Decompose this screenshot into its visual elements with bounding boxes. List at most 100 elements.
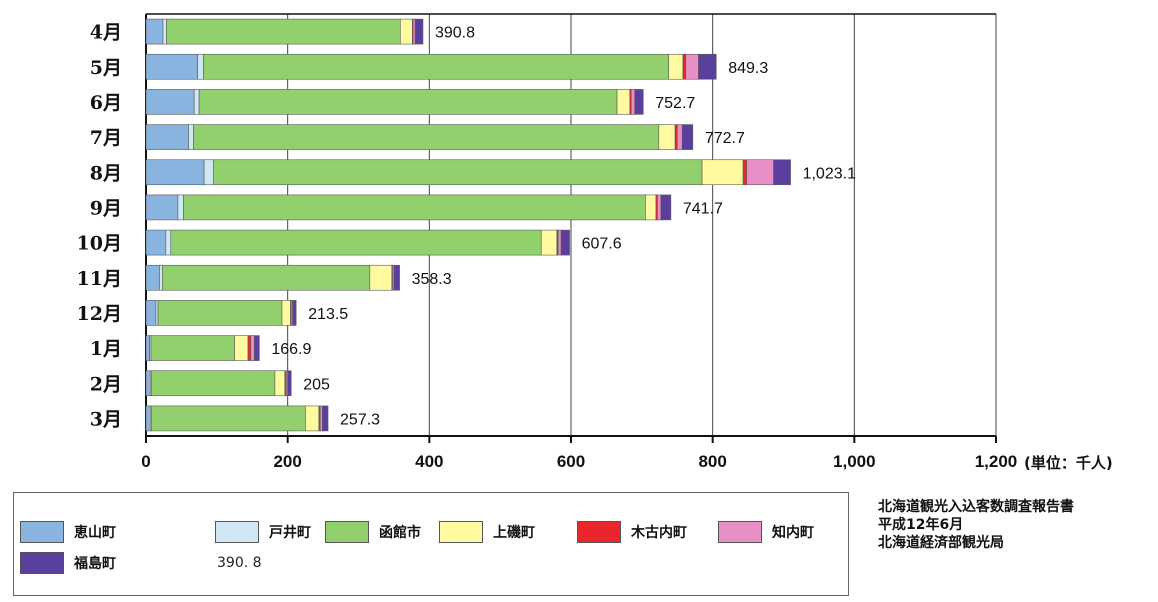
x-tick-label: 800 <box>698 452 726 471</box>
x-axis-ticks: 0 200 400 600 800 1,000 1,200 <box>141 436 1017 471</box>
legend-label: 恵山町 <box>74 525 116 541</box>
legend-item: 木古内町 <box>577 520 687 544</box>
total-label: 358.3 <box>412 271 452 288</box>
legend-swatch <box>325 521 369 543</box>
bar-segment <box>145 194 179 221</box>
bar-segment <box>193 89 200 115</box>
total-label: 205 <box>303 376 330 393</box>
legend: 恵山町 戸井町 函館市 上磯町 木古内町 知内町 福島町 390. 8 <box>13 492 849 596</box>
bars <box>145 18 791 432</box>
gridlines <box>145 13 997 436</box>
total-label: 257.3 <box>340 411 380 428</box>
bar-segment <box>412 18 416 45</box>
source-note: 北海道観光入込客数調査報告書 平成12年6月 北海道経済部観光局 <box>878 498 1074 552</box>
x-tick-label: 400 <box>415 452 443 471</box>
bar-segment <box>322 405 329 432</box>
bar-segment <box>161 264 371 291</box>
bar-segment <box>540 229 558 256</box>
month-label: 2月 <box>90 373 122 395</box>
bar-segment <box>287 370 292 397</box>
bar-segment <box>203 53 670 80</box>
legend-label: 福島町 <box>74 556 116 572</box>
legend-swatch <box>577 521 621 543</box>
bar-segment <box>145 264 160 291</box>
bar-segment <box>274 370 286 397</box>
total-label: 741.7 <box>683 200 723 217</box>
bar-segment <box>150 335 235 361</box>
legend-label: 戸井町 <box>269 525 311 541</box>
bar-segment <box>145 159 205 186</box>
bar-segment <box>188 124 194 150</box>
total-label: 849.3 <box>728 60 768 77</box>
bar-segment <box>145 124 189 150</box>
source-line-2: 平成12年6月 <box>878 517 964 533</box>
bar-segment <box>145 229 167 256</box>
bar-segment <box>616 89 631 115</box>
month-labels: 4月 5月 6月 7月 8月 9月 10月 11月 12月 1月 2月 3月 <box>77 22 122 431</box>
bar-segment <box>145 335 150 361</box>
bar-segment <box>281 300 291 326</box>
bar-segment <box>193 124 660 150</box>
total-labels: 390.8 849.3 752.7 772.7 1,023.1 741.7 607.6 358… <box>271 25 856 429</box>
chart: 390.8 849.3 752.7 772.7 1,023.1 741.7 607.6 358… <box>77 13 1113 472</box>
x-tick-label: 1,000 <box>833 452 876 471</box>
legend-item: 恵山町 <box>20 520 116 544</box>
month-label: 3月 <box>90 408 122 430</box>
total-label: 390.8 <box>435 25 475 42</box>
source-line-3: 北海道経済部観光局 <box>878 535 1004 551</box>
bar-segment <box>369 264 393 291</box>
legend-swatch <box>718 521 762 543</box>
bar-segment <box>157 300 283 326</box>
source-line-1: 北海道観光入込客数調査報告書 <box>878 499 1074 515</box>
legend-item: 福島町 <box>20 551 116 575</box>
bar-segment <box>177 194 184 221</box>
bar-segment <box>203 159 214 186</box>
bar-segment <box>197 53 204 80</box>
bar-segment <box>657 194 662 221</box>
bar-segment <box>166 18 401 45</box>
month-label: 10月 <box>77 233 122 255</box>
legend-label: 函館市 <box>379 525 421 541</box>
month-label: 1月 <box>90 338 122 360</box>
bar-segment <box>399 18 413 45</box>
total-label: 1,023.1 <box>803 165 856 182</box>
total-label: 166.9 <box>271 341 311 358</box>
legend-item: 上磯町 <box>439 520 535 544</box>
bar-segment <box>773 159 791 186</box>
bar-segment <box>145 18 164 45</box>
bar-segment <box>305 405 320 432</box>
total-label: 607.6 <box>582 236 622 253</box>
bar-segment <box>698 53 717 80</box>
bar-segment <box>145 89 195 115</box>
legend-label: 知内町 <box>772 525 814 541</box>
bar-segment <box>250 335 255 361</box>
bar-segment <box>634 89 644 115</box>
bar-segment <box>393 264 400 291</box>
bar-segment <box>685 53 699 80</box>
bar-segment <box>674 124 678 150</box>
bar-segment <box>145 370 151 397</box>
bar-segment <box>557 229 562 256</box>
x-tick-label: 1,200 <box>975 452 1018 471</box>
bar-segment <box>165 229 172 256</box>
unit-label: (単位：千人) <box>1024 454 1113 472</box>
x-tick-label: 200 <box>273 452 301 471</box>
bar-segment <box>676 124 683 150</box>
bar-segment <box>658 124 676 150</box>
bar-segment <box>145 405 151 432</box>
month-label: 8月 <box>90 162 122 184</box>
bar-segment <box>560 229 570 256</box>
bar-segment <box>247 335 252 361</box>
bar-segment <box>746 159 774 186</box>
total-label: 772.7 <box>705 130 745 147</box>
month-label: 7月 <box>90 127 122 149</box>
bar-segment <box>742 159 747 186</box>
total-label: 752.7 <box>655 95 695 112</box>
month-label: 12月 <box>77 303 122 325</box>
bar-segment <box>159 264 163 291</box>
bar-segment <box>630 89 636 115</box>
bar-segment <box>183 194 646 221</box>
legend-label: 上磯町 <box>493 525 535 541</box>
bar-segment <box>145 300 157 326</box>
x-tick-label: 600 <box>557 452 585 471</box>
